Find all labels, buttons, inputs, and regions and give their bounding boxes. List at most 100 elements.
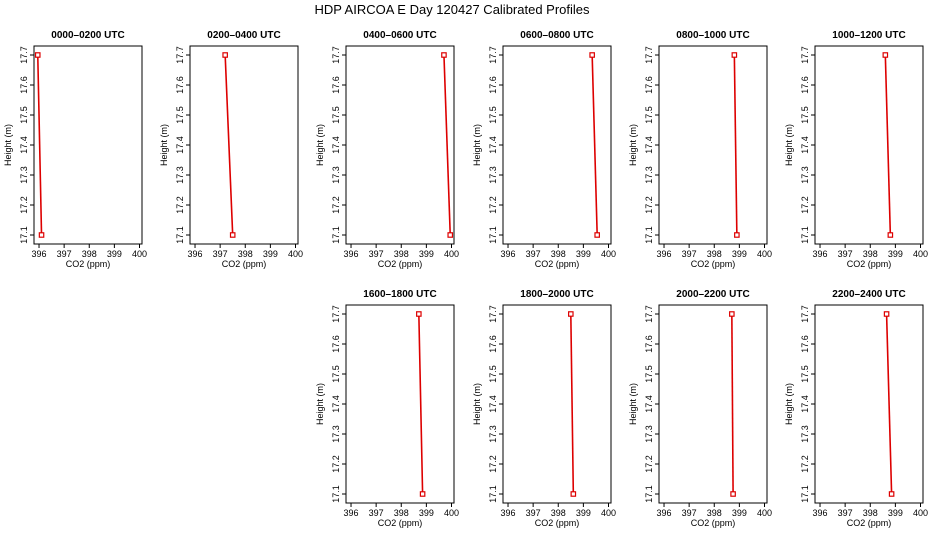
y-tick-label: 17.2 <box>488 455 498 473</box>
panel-1: 0000–0200 UTC 396 397 398 399 400 17.1 17.2 17.3… <box>3 30 147 269</box>
x-tick-label: 398 <box>82 249 97 259</box>
x-tick-label: 397 <box>57 249 72 259</box>
panel-title: 2000–2200 UTC <box>676 289 749 300</box>
data-point <box>441 52 447 58</box>
y-tick-label: 17.3 <box>800 425 810 443</box>
y-axis-label: Height (m) <box>628 383 638 425</box>
data-point <box>38 232 45 238</box>
y-tick-label: 17.5 <box>175 106 185 124</box>
data-point <box>222 52 228 58</box>
x-tick-label: 396 <box>344 508 359 518</box>
y-tick-label: 17.5 <box>19 106 29 124</box>
y-tick-label: 17.6 <box>331 76 341 94</box>
x-tick-label: 397 <box>213 249 228 259</box>
y-axis-label: Height (m) <box>472 383 482 425</box>
y-tick-label: 17.7 <box>175 46 185 64</box>
x-tick-label: 400 <box>757 249 772 259</box>
x-tick-label: 397 <box>526 249 541 259</box>
figure-title: HDP AIRCOA E Day 120427 Calibrated Profi… <box>314 2 590 17</box>
data-point <box>447 232 454 238</box>
y-tick-label: 17.5 <box>800 365 810 383</box>
data-point <box>734 232 740 238</box>
y-tick-label: 17.7 <box>644 46 654 64</box>
y-tick-label: 17.4 <box>644 136 654 154</box>
y-tick-label: 17.4 <box>488 395 498 413</box>
profile-line <box>884 54 892 236</box>
y-tick-label: 17.7 <box>644 305 654 323</box>
y-tick-label: 17.7 <box>800 305 810 323</box>
x-axis-label: CO2 (ppm) <box>535 518 580 528</box>
x-tick-label: 400 <box>288 249 303 259</box>
x-axis-label: CO2 (ppm) <box>378 518 423 528</box>
y-tick-label: 17.2 <box>800 455 810 473</box>
data-point <box>887 232 894 238</box>
profile-line <box>733 54 738 236</box>
y-tick-label: 17.2 <box>331 196 341 214</box>
y-tick-label: 17.3 <box>19 166 29 184</box>
profile-line <box>591 54 598 236</box>
x-tick-label: 400 <box>444 508 459 518</box>
x-tick-label: 396 <box>813 249 828 259</box>
data-point <box>589 52 595 58</box>
panel-2: 0200–0400 UTC 396 397 398 399 400 17.1 17.2 17.3… <box>159 30 303 269</box>
panel-title: 1000–1200 UTC <box>832 30 905 41</box>
y-tick-label: 17.4 <box>175 136 185 154</box>
y-tick-label: 17.6 <box>175 76 185 94</box>
y-tick-label: 17.3 <box>488 425 498 443</box>
y-axis-label: Height (m) <box>315 383 325 425</box>
plot-frame <box>189 45 299 245</box>
panel-10: 2200–2400 UTC 396 397 398 399 400 17.1 17.2 17.3… <box>784 289 928 528</box>
y-tick-label: 17.2 <box>331 455 341 473</box>
panel-title: 0200–0400 UTC <box>207 30 280 41</box>
y-tick-label: 17.5 <box>644 365 654 383</box>
y-tick-label: 17.5 <box>644 106 654 124</box>
y-tick-label: 17.1 <box>488 226 498 244</box>
y-tick-label: 17.4 <box>644 395 654 413</box>
plot-frame <box>658 304 768 504</box>
y-axis-label: Height (m) <box>784 383 794 425</box>
x-tick-label: 398 <box>863 508 878 518</box>
x-axis-label: CO2 (ppm) <box>847 518 892 528</box>
panel-7: 1600–1800 UTC 396 397 398 399 400 17.1 17.2 17.3… <box>315 289 459 528</box>
x-tick-label: 400 <box>444 249 459 259</box>
y-tick-label: 17.5 <box>331 365 341 383</box>
y-tick-label: 17.3 <box>488 166 498 184</box>
y-tick-label: 17.6 <box>19 76 29 94</box>
y-tick-label: 17.2 <box>800 196 810 214</box>
x-axis-label: CO2 (ppm) <box>847 259 892 269</box>
y-tick-label: 17.1 <box>644 226 654 244</box>
x-tick-label: 397 <box>369 508 384 518</box>
x-tick-label: 400 <box>757 508 772 518</box>
x-tick-label: 396 <box>32 249 47 259</box>
x-tick-label: 400 <box>913 249 928 259</box>
panel-9: 2000–2200 UTC 396 397 398 399 400 17.1 17.2 17.3… <box>628 289 772 528</box>
y-tick-label: 17.3 <box>644 166 654 184</box>
y-tick-label: 17.2 <box>644 196 654 214</box>
plot-frame <box>658 45 768 245</box>
x-tick-label: 399 <box>732 508 747 518</box>
data-point <box>883 311 890 317</box>
x-tick-label: 399 <box>888 249 903 259</box>
y-tick-label: 17.2 <box>19 196 29 214</box>
panel-title: 1800–2000 UTC <box>520 289 593 300</box>
y-tick-label: 17.2 <box>175 196 185 214</box>
x-tick-label: 400 <box>601 508 616 518</box>
y-tick-label: 17.5 <box>331 106 341 124</box>
x-tick-label: 396 <box>188 249 203 259</box>
y-tick-label: 17.3 <box>331 425 341 443</box>
panel-title: 0000–0200 UTC <box>51 30 124 41</box>
y-tick-label: 17.7 <box>800 46 810 64</box>
data-point <box>729 311 735 317</box>
x-tick-label: 400 <box>913 508 928 518</box>
x-axis-label: CO2 (ppm) <box>378 259 423 269</box>
y-axis-label: Height (m) <box>472 124 482 166</box>
plot-frame <box>345 45 455 245</box>
y-axis-label: Height (m) <box>628 124 638 166</box>
x-axis-label: CO2 (ppm) <box>535 259 580 269</box>
y-tick-label: 17.3 <box>644 425 654 443</box>
profile-line <box>570 313 575 495</box>
y-tick-label: 17.4 <box>331 136 341 154</box>
x-tick-label: 399 <box>888 508 903 518</box>
x-tick-label: 399 <box>576 508 591 518</box>
